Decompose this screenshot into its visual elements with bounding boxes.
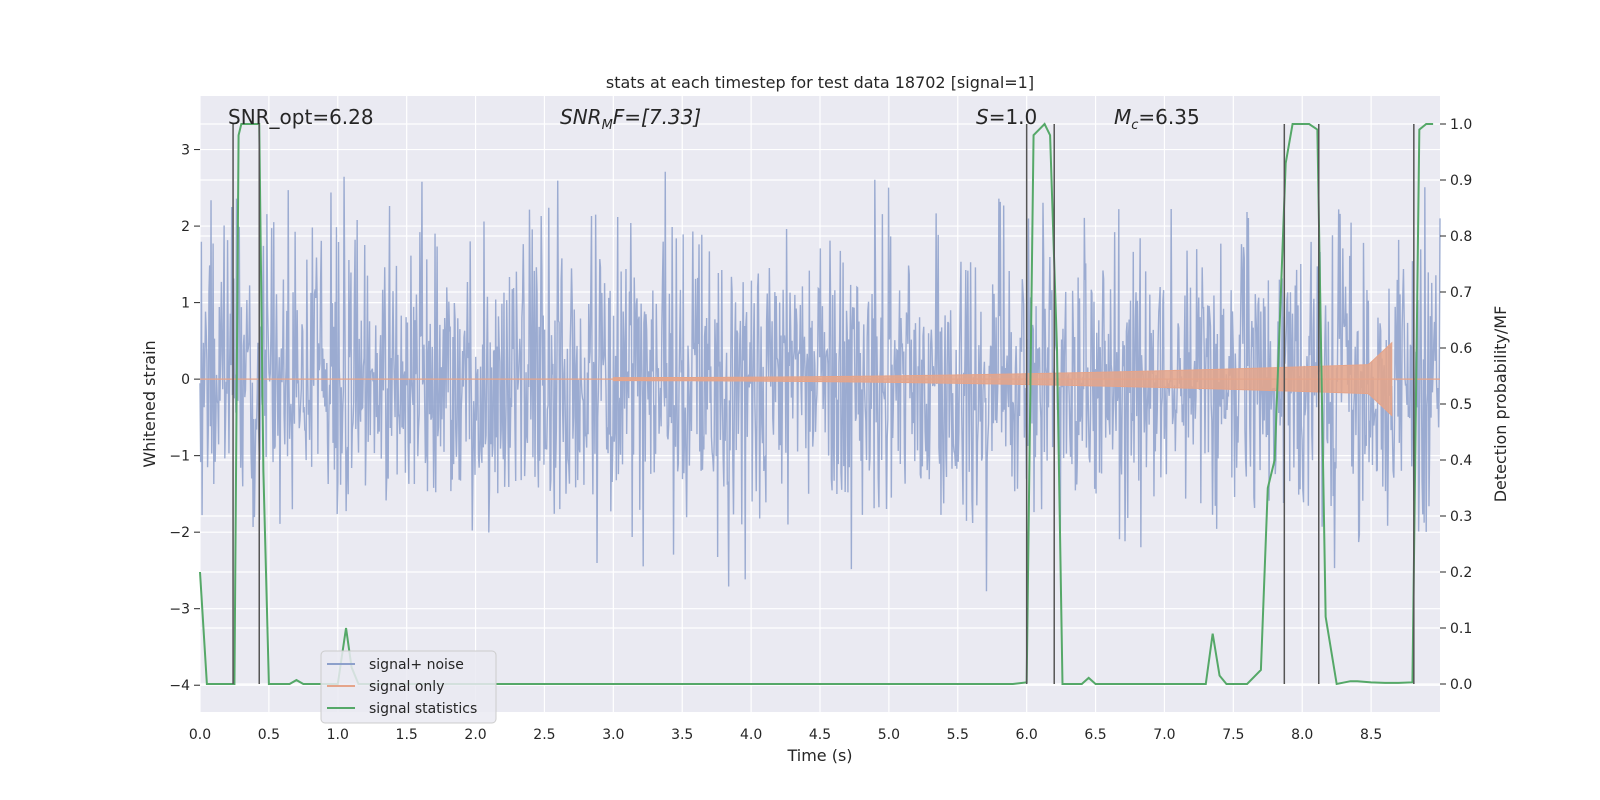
annotation-snr-mf: SNRMF=[7.33] — [560, 105, 701, 133]
x-tick-label: 3.5 — [671, 727, 693, 743]
x-tick-label: 3.0 — [602, 727, 624, 743]
y-tick-label-right: 0.1 — [1450, 621, 1472, 637]
y-axis-label-left: Whitened strain — [140, 340, 159, 467]
x-tick-label: 7.5 — [1222, 727, 1244, 743]
x-tick-label: 1.0 — [327, 727, 349, 743]
axis-ticks: 0.0 0.5 1.0 1.5 2.0 2.5 3.0 3.5 4.0 4.5 5.0 5.5 6.0 6… — [169, 117, 1472, 743]
y-tick-label-right: 0.9 — [1450, 173, 1472, 189]
annotation-mc-rest: =6.35 — [1138, 105, 1199, 129]
legend-box — [320, 650, 497, 724]
y-tick-label-left: −4 — [169, 678, 190, 694]
y-tick-label-right: 0.0 — [1450, 677, 1472, 693]
y-axis-label-right: Detection probability/MF — [1491, 306, 1510, 503]
signal-chirp — [612, 341, 1393, 417]
legend: signal+ noise signal only signal statist… — [320, 650, 497, 724]
chart-title: stats at each timestep for test data 187… — [606, 73, 1034, 92]
y-tick-label-right: 0.6 — [1450, 341, 1472, 357]
annotation-s-rest: =1.0 — [989, 105, 1038, 129]
x-tick-label: 2.5 — [533, 727, 555, 743]
annotation-mc-sub: c — [1131, 118, 1138, 133]
legend-label-signal: signal only — [369, 679, 444, 695]
y-tick-label-left: 3 — [181, 143, 190, 159]
annotation-mc: Mc=6.35 — [1114, 105, 1200, 133]
x-tick-label: 1.5 — [396, 727, 418, 743]
x-tick-label: 4.0 — [740, 727, 762, 743]
x-tick-label: 6.5 — [1084, 727, 1106, 743]
annotation-s-main: S — [976, 105, 989, 129]
x-tick-label: 0.5 — [258, 727, 280, 743]
y-tick-label-right: 0.7 — [1450, 285, 1472, 301]
x-tick-label: 7.0 — [1153, 727, 1175, 743]
x-tick-label: 0.0 — [189, 727, 211, 743]
x-tick-label: 6.0 — [1016, 727, 1038, 743]
y-tick-label-left: 1 — [181, 296, 190, 312]
y-tick-label-right: 1.0 — [1450, 117, 1472, 133]
noise-trace — [199, 171, 1441, 592]
y-tick-label-right: 0.4 — [1450, 453, 1472, 469]
annotation-mc-main: M — [1114, 105, 1131, 129]
noise-series — [199, 171, 1441, 592]
y-tick-label-right: 0.2 — [1450, 565, 1472, 581]
vertical-lines — [232, 124, 1415, 684]
legend-label-noise: signal+ noise — [369, 657, 464, 673]
y-tick-label-right: 0.3 — [1450, 509, 1472, 525]
legend-label-statistics: signal statistics — [369, 701, 477, 717]
annotation-snr-mf-sub: M — [602, 118, 613, 133]
x-tick-label: 8.0 — [1291, 727, 1313, 743]
y-tick-label-right: 0.5 — [1450, 397, 1472, 413]
y-tick-label-left: −3 — [169, 602, 190, 618]
x-tick-label: 2.0 — [464, 727, 486, 743]
y-tick-label-left: −2 — [169, 525, 190, 541]
y-tick-label-left: 2 — [181, 219, 190, 235]
x-tick-label: 8.5 — [1360, 727, 1382, 743]
signal-series — [200, 341, 1440, 417]
y-tick-label-left: 0 — [181, 372, 190, 388]
x-tick-label: 4.5 — [809, 727, 831, 743]
annotation-s: S=1.0 — [976, 105, 1037, 129]
annotation-snr-mf-rest: F=[7.33] — [613, 105, 701, 129]
annotation-snr-opt: SNR_opt=6.28 — [228, 105, 374, 129]
annotation-snr-mf-main: SNR — [560, 105, 602, 129]
y-tick-label-right: 0.8 — [1450, 229, 1472, 245]
x-tick-label: 5.0 — [878, 727, 900, 743]
y-tick-label-left: −1 — [169, 449, 190, 465]
x-tick-label: 5.5 — [947, 727, 969, 743]
x-axis-label: Time (s) — [786, 746, 852, 765]
